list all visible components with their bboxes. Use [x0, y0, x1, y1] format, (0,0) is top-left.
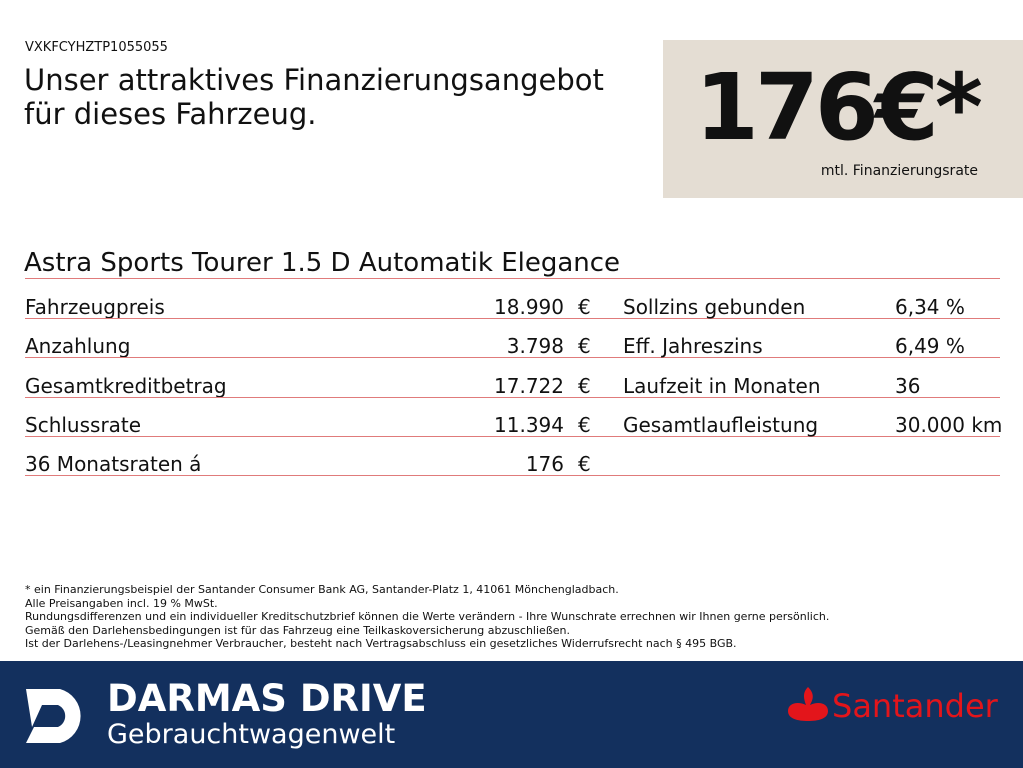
row-value: 18.990: [494, 295, 564, 319]
headline: Unser attraktives Finanzierungsangebot f…: [24, 63, 604, 131]
row-value: 3.798: [506, 334, 564, 359]
row-value: 176: [525, 452, 564, 477]
row-label: Gesamtkreditbetrag: [25, 373, 227, 398]
footnote: Ist der Darlehens-/Leasingnehmer Verbrau…: [25, 637, 737, 651]
row-value: 30.000 km: [895, 412, 1003, 437]
footer: DARMAS DRIVE Gebrauchtwagenwelt Santande…: [0, 661, 1023, 768]
row-unit: €: [578, 295, 591, 319]
dealer-name: DARMAS DRIVE: [107, 677, 427, 720]
row-label: Anzahlung: [25, 334, 131, 359]
row-value: 6,49 %: [895, 334, 965, 359]
model-title: Astra Sports Tourer 1.5 D Automatik Eleg…: [24, 248, 621, 278]
row-value: 6,34 %: [895, 295, 965, 319]
divider: [25, 475, 1000, 477]
divider: [25, 357, 1000, 359]
row-value: 36: [895, 373, 921, 398]
footnote: * ein Finanzierungsbeispiel der Santande…: [25, 583, 619, 596]
row-unit: €: [578, 412, 591, 437]
row-label: Eff. Jahreszins: [623, 334, 763, 359]
divider: [25, 318, 1000, 319]
divider: [25, 396, 1000, 398]
bank-logo: [788, 687, 828, 721]
row-unit: €: [578, 452, 591, 477]
row-unit: €: [578, 373, 591, 398]
row-value: 11.394: [494, 412, 564, 437]
dealer-tagline: Gebrauchtwagenwelt: [107, 719, 396, 750]
row-label: Laufzeit in Monaten: [623, 373, 821, 398]
row-value: 17.722: [494, 373, 564, 398]
row-label: Gesamtlaufleistung: [623, 412, 819, 437]
row-label: 36 Monatsraten á: [25, 452, 202, 477]
footnote: Alle Preisangaben incl. 19 % MwSt.: [25, 596, 218, 610]
row-unit: €: [578, 334, 591, 359]
footnote: Rundungsdifferenzen und ein individuelle…: [25, 610, 830, 624]
row-label: Fahrzeugpreis: [25, 295, 165, 319]
vehicle-id: VXKFCYHZTP1055055: [25, 40, 168, 55]
row-label: Schlussrate: [25, 412, 142, 437]
dealer-logo: [26, 689, 81, 743]
divider: [25, 435, 1000, 437]
headline-line: Unser attraktives Finanzierungsangebot: [24, 63, 604, 97]
footnote: Gemäß den Darlehensbedingungen ist für d…: [25, 623, 570, 637]
row-label: Sollzins gebunden: [623, 295, 806, 319]
bank-name: Santander: [832, 687, 998, 725]
rate-label: mtl. Finanzierungsrate: [820, 163, 978, 179]
headline-line: für dieses Fahrzeug.: [24, 97, 317, 131]
rate-amount: 176€*: [694, 54, 983, 161]
divider: [25, 278, 1000, 279]
rate-box: 176€* mtl. Finanzierungsrate: [663, 40, 1023, 198]
